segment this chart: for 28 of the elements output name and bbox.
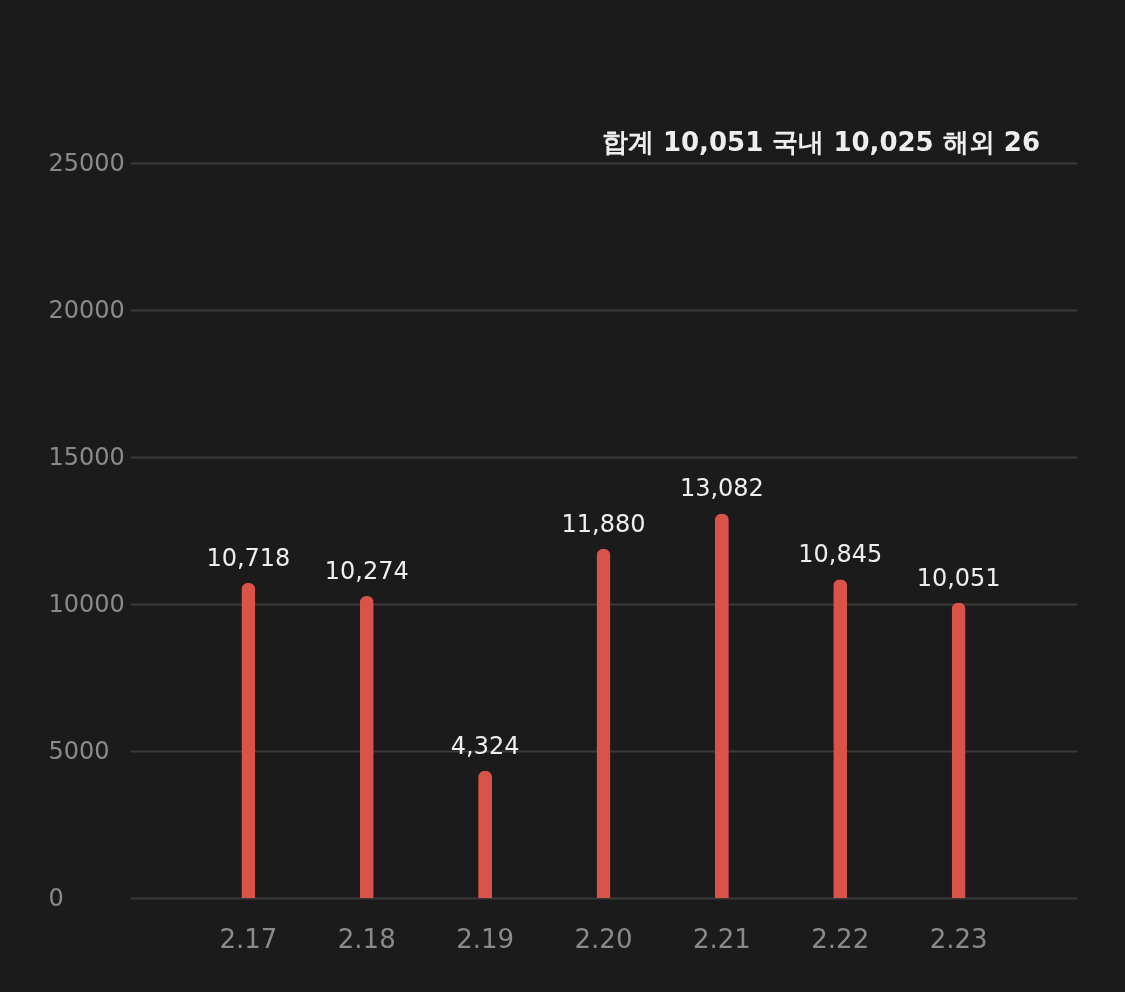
text: 10,051 xyxy=(916,563,1001,592)
x-tick-label: 2.20 xyxy=(574,923,633,954)
y-tick-label: 0 xyxy=(48,883,64,912)
x-tick-label: 2.21 xyxy=(692,923,751,954)
y-tick-label: 10000 xyxy=(48,589,125,618)
x-tick-label: 2.17 xyxy=(219,923,278,954)
x-tick-label: 2.18 xyxy=(337,923,396,954)
y-tick-label: 15000 xyxy=(48,442,125,471)
text: 10,718 xyxy=(206,543,291,572)
bar xyxy=(714,513,729,898)
text: 10,845 xyxy=(798,540,883,569)
x-tick-label: 2.19 xyxy=(456,923,515,954)
text: 4,324 xyxy=(450,731,520,760)
text: 10,274 xyxy=(324,556,409,585)
text: 13,082 xyxy=(679,474,764,503)
bar xyxy=(833,579,848,898)
bar xyxy=(359,595,374,898)
x-tick-label: 2.22 xyxy=(811,923,870,954)
bar xyxy=(951,602,966,898)
text: 11,880 xyxy=(561,509,646,538)
bar xyxy=(478,770,493,898)
y-tick-label: 5000 xyxy=(48,736,110,765)
x-tick-label: 2.23 xyxy=(929,923,988,954)
text: 합계 10,051 국내 10,025 해외 26 xyxy=(601,127,1040,157)
bar xyxy=(596,548,611,898)
bar xyxy=(241,582,256,898)
y-tick-label: 20000 xyxy=(48,295,125,324)
y-tick-label: 25000 xyxy=(48,148,125,177)
